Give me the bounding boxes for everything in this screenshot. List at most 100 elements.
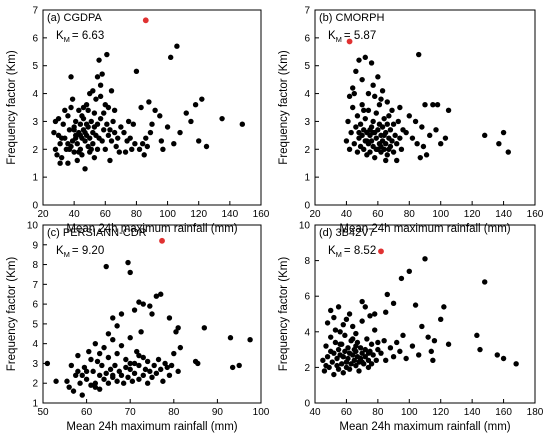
data-point xyxy=(335,366,342,372)
data-point xyxy=(324,354,331,360)
data-point xyxy=(376,102,383,108)
data-point xyxy=(147,129,154,136)
y-tick-label: 7 xyxy=(32,6,38,17)
data-point xyxy=(365,107,372,113)
x-tick-label: 100 xyxy=(401,407,418,418)
data-point xyxy=(353,124,359,130)
data-point xyxy=(368,341,375,347)
y-tick-label: 9 xyxy=(32,240,38,251)
km-label: KM = 8.52 xyxy=(328,245,376,259)
data-point xyxy=(149,374,155,380)
data-point xyxy=(97,82,104,88)
x-tick-label: 180 xyxy=(527,407,544,418)
data-point xyxy=(362,115,368,122)
data-point xyxy=(442,135,449,141)
data-point xyxy=(74,141,80,147)
data-point xyxy=(236,362,242,369)
data-point xyxy=(97,115,104,122)
data-point xyxy=(88,356,94,363)
data-point xyxy=(155,356,162,363)
y-tick-label: 1 xyxy=(304,173,310,184)
data-point xyxy=(346,146,353,152)
km-subscript: M xyxy=(336,35,342,44)
data-point xyxy=(96,386,103,392)
data-point xyxy=(131,360,138,367)
data-point xyxy=(372,93,378,100)
data-point xyxy=(389,107,395,113)
data-point xyxy=(140,372,146,379)
data-point xyxy=(383,157,389,164)
data-point xyxy=(101,376,107,382)
plot-frame xyxy=(314,224,536,404)
highlight-point xyxy=(378,248,384,255)
data-point xyxy=(368,138,375,144)
data-point xyxy=(118,372,125,379)
data-point xyxy=(239,121,246,127)
data-point xyxy=(373,135,379,141)
km-label: KM = 6.63 xyxy=(56,30,104,44)
data-point xyxy=(149,121,155,127)
data-point xyxy=(160,146,166,152)
data-point xyxy=(422,102,428,108)
data-point xyxy=(116,149,123,155)
data-point xyxy=(66,146,73,152)
data-point xyxy=(141,152,147,158)
data-point xyxy=(195,360,201,367)
data-point xyxy=(140,354,146,361)
data-point xyxy=(361,146,367,152)
data-point xyxy=(376,121,383,127)
data-point xyxy=(383,357,389,363)
data-point xyxy=(201,325,208,331)
data-point xyxy=(332,339,339,346)
km-symbol: K xyxy=(328,30,336,42)
x-tick-label: 60 xyxy=(100,209,112,220)
y-axis-title: Frequency factor (Km) xyxy=(6,257,18,372)
data-point xyxy=(76,107,82,113)
data-point xyxy=(55,115,62,122)
data-point xyxy=(438,316,444,323)
data-point xyxy=(143,135,149,141)
data-point xyxy=(409,343,416,349)
data-point xyxy=(65,160,71,166)
x-tick-label: 70 xyxy=(125,407,137,418)
data-point xyxy=(390,354,397,360)
x-tick-label: 80 xyxy=(372,407,384,418)
data-point xyxy=(359,359,365,365)
data-point xyxy=(92,340,99,347)
data-point xyxy=(99,71,105,77)
data-point xyxy=(131,370,138,377)
y-axis-title: Frequency factor (Km) xyxy=(278,50,290,165)
km-value: = 6.63 xyxy=(72,30,104,42)
data-point xyxy=(329,359,335,365)
x-tick-label: 50 xyxy=(37,407,49,418)
data-point xyxy=(54,152,60,158)
data-point xyxy=(108,138,115,144)
data-point xyxy=(122,149,129,155)
data-point xyxy=(112,362,118,369)
data-point xyxy=(384,99,390,105)
data-point xyxy=(337,341,343,347)
plot-frame xyxy=(42,224,262,404)
x-tick-label: 160 xyxy=(253,209,270,220)
data-point xyxy=(433,127,439,133)
data-point xyxy=(420,143,427,150)
data-point xyxy=(362,304,368,310)
data-point xyxy=(91,154,98,161)
data-point xyxy=(177,344,184,351)
data-point xyxy=(173,329,179,335)
data-point xyxy=(397,135,403,141)
data-point xyxy=(83,376,90,382)
data-point xyxy=(175,325,181,331)
data-point xyxy=(127,335,133,341)
data-point xyxy=(175,368,181,375)
data-point xyxy=(105,380,112,386)
data-point xyxy=(359,350,365,356)
data-point xyxy=(166,372,173,379)
data-point xyxy=(104,121,110,127)
data-point xyxy=(395,118,401,125)
data-point xyxy=(505,149,511,155)
x-tick-label: 40 xyxy=(341,209,353,220)
data-point xyxy=(167,54,174,61)
x-tick-label: 80 xyxy=(168,407,180,418)
data-point xyxy=(384,152,390,158)
